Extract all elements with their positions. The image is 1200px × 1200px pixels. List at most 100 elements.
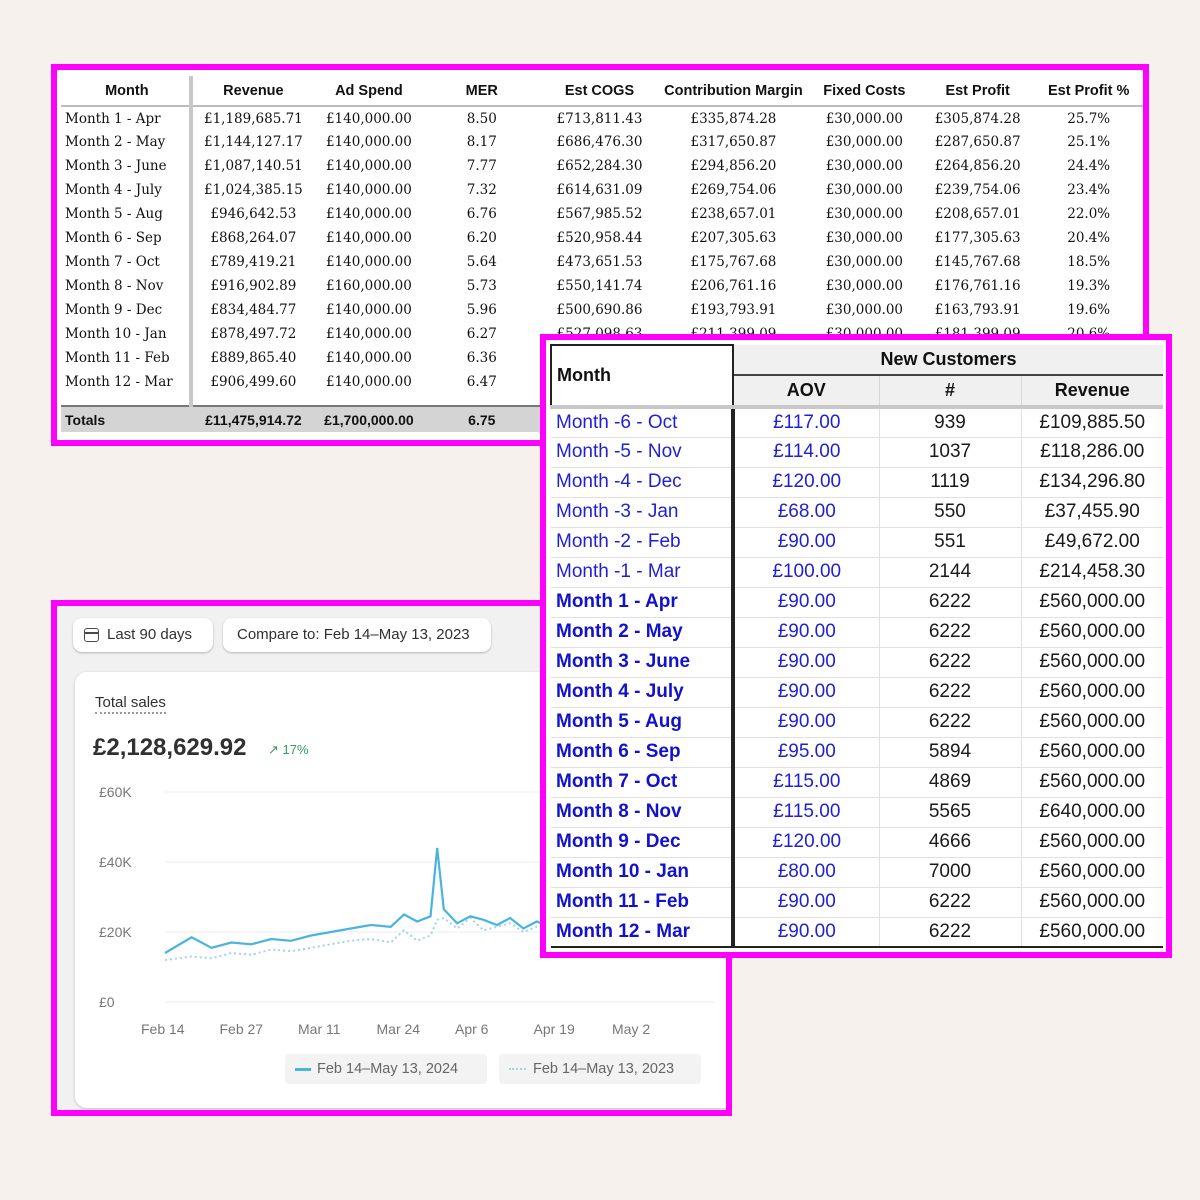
month-cell[interactable]: Month 9 - Dec: [551, 827, 735, 858]
revenue-cell[interactable]: £560,000.00: [1021, 647, 1163, 678]
aov-cell[interactable]: £114.00: [733, 437, 880, 468]
est-cogs-cell[interactable]: £550,141.74: [556, 278, 643, 294]
mer-cell[interactable]: 6.36: [466, 350, 497, 366]
mer-cell[interactable]: 8.17: [466, 134, 497, 150]
aov-cell[interactable]: £115.00: [733, 767, 880, 798]
ad-spend-cell[interactable]: £140,000.00: [325, 302, 412, 318]
mer-cell[interactable]: 6.76: [466, 206, 497, 222]
month-cell[interactable]: Month 5 - Aug: [61, 202, 193, 226]
revenue-cell[interactable]: £560,000.00: [1021, 857, 1163, 888]
est-cogs-cell[interactable]: £652,284.30: [556, 158, 643, 174]
ad-spend-cell[interactable]: £140,000.00: [325, 326, 412, 342]
revenue-cell[interactable]: £214,458.30: [1021, 557, 1163, 588]
mer-cell[interactable]: 7.32: [466, 182, 497, 198]
month-cell[interactable]: Month 1 - Apr: [551, 587, 735, 618]
aov-cell[interactable]: £90.00: [733, 647, 880, 678]
month-cell[interactable]: Month -4 - Dec: [551, 467, 735, 498]
revenue-cell[interactable]: £889,865.40: [210, 350, 297, 366]
ad-spend-cell[interactable]: £140,000.00: [325, 230, 412, 246]
revenue-cell[interactable]: £916,902.89: [210, 278, 297, 294]
month-cell[interactable]: Month 3 - June: [551, 647, 735, 678]
ad-spend-cell[interactable]: £140,000.00: [325, 134, 412, 150]
aov-cell[interactable]: £90.00: [733, 587, 880, 618]
month-cell[interactable]: Totals: [61, 405, 193, 432]
month-cell[interactable]: Month 11 - Feb: [551, 887, 735, 918]
month-cell[interactable]: Month 7 - Oct: [61, 250, 193, 274]
mer-cell[interactable]: 6.47: [466, 374, 497, 390]
mer-cell[interactable]: 6.27: [466, 326, 497, 342]
est-profit-pct-cell[interactable]: 18.5%: [1067, 254, 1111, 270]
est-profit-cell[interactable]: £163,793.91: [934, 302, 1021, 318]
count-cell[interactable]: 1119: [879, 467, 1022, 498]
contribution-margin-cell[interactable]: £269,754.06: [690, 182, 777, 198]
est-profit-pct-cell[interactable]: 19.3%: [1067, 278, 1111, 294]
month-cell[interactable]: Month 2 - May: [551, 617, 735, 648]
aov-cell[interactable]: £120.00: [733, 827, 880, 858]
est-profit-cell[interactable]: £239,754.06: [934, 182, 1021, 198]
est-cogs-cell[interactable]: £614,631.09: [556, 182, 643, 198]
count-cell[interactable]: 4869: [879, 767, 1022, 798]
month-cell[interactable]: Month 8 - Nov: [61, 274, 193, 298]
aov-cell[interactable]: £90.00: [733, 527, 880, 558]
contribution-margin-cell[interactable]: £193,793.91: [690, 302, 777, 318]
revenue-cell[interactable]: £560,000.00: [1021, 917, 1163, 948]
contribution-margin-cell[interactable]: £294,856.20: [690, 158, 777, 174]
ad-spend-cell[interactable]: £140,000.00: [325, 374, 412, 390]
month-cell[interactable]: Month -1 - Mar: [551, 557, 735, 588]
mer-cell[interactable]: 6.20: [466, 230, 497, 246]
revenue-cell[interactable]: £906,499.60: [210, 374, 297, 390]
revenue-cell[interactable]: £560,000.00: [1021, 827, 1163, 858]
legend-item-previous[interactable]: Feb 14–May 13, 2023: [499, 1054, 701, 1084]
revenue-cell[interactable]: £1,087,140.51: [204, 158, 303, 174]
month-cell[interactable]: Month 6 - Sep: [551, 737, 735, 768]
revenue-cell[interactable]: £560,000.00: [1021, 617, 1163, 648]
ad-spend-cell[interactable]: £140,000.00: [325, 206, 412, 222]
count-cell[interactable]: 4666: [879, 827, 1022, 858]
mer-cell[interactable]: 6.75: [423, 405, 540, 432]
revenue-cell[interactable]: £37,455.90: [1021, 497, 1163, 528]
revenue-cell[interactable]: £118,286.00: [1021, 437, 1163, 468]
aov-cell[interactable]: £115.00: [733, 797, 880, 828]
total-sales-label[interactable]: Total sales: [95, 694, 166, 714]
revenue-cell[interactable]: £560,000.00: [1021, 887, 1163, 918]
count-cell[interactable]: 6222: [879, 887, 1022, 918]
est-cogs-cell[interactable]: £500,690.86: [556, 302, 643, 318]
count-cell[interactable]: 551: [879, 527, 1022, 558]
est-profit-pct-cell[interactable]: 22.0%: [1067, 206, 1111, 222]
compare-to-button[interactable]: Compare to: Feb 14–May 13, 2023: [223, 618, 491, 652]
month-cell[interactable]: Month 4 - July: [551, 677, 735, 708]
aov-cell[interactable]: £120.00: [733, 467, 880, 498]
est-profit-pct-cell[interactable]: 25.1%: [1067, 134, 1111, 150]
ad-spend-cell[interactable]: £140,000.00: [325, 254, 412, 270]
aov-cell[interactable]: £90.00: [733, 887, 880, 918]
revenue-cell[interactable]: £560,000.00: [1021, 707, 1163, 738]
aov-cell[interactable]: £95.00: [733, 737, 880, 768]
est-cogs-cell[interactable]: £520,958.44: [556, 230, 643, 246]
month-cell[interactable]: Month 1 - Apr: [61, 106, 193, 130]
month-cell[interactable]: Month 7 - Oct: [551, 767, 735, 798]
count-cell[interactable]: 1037: [879, 437, 1022, 468]
est-profit-pct-cell[interactable]: 24.4%: [1067, 158, 1111, 174]
aov-cell[interactable]: £80.00: [733, 857, 880, 888]
aov-cell[interactable]: £90.00: [733, 617, 880, 648]
revenue-cell[interactable]: £868,264.07: [210, 230, 297, 246]
ad-spend-cell[interactable]: £140,000.00: [325, 158, 412, 174]
aov-cell[interactable]: £68.00: [733, 497, 880, 528]
date-range-button[interactable]: Last 90 days: [73, 618, 213, 652]
revenue-cell[interactable]: £640,000.00: [1021, 797, 1163, 828]
month-cell[interactable]: Month 4 - July: [61, 178, 193, 202]
contribution-margin-cell[interactable]: £317,650.87: [690, 134, 777, 150]
mer-cell[interactable]: 8.50: [466, 110, 497, 127]
est-profit-cell[interactable]: £305,874.28: [934, 110, 1021, 127]
est-cogs-cell[interactable]: £567,985.52: [556, 206, 643, 222]
count-cell[interactable]: 5565: [879, 797, 1022, 828]
month-cell[interactable]: Month -6 - Oct: [551, 407, 735, 438]
count-cell[interactable]: 6222: [879, 917, 1022, 948]
fixed-costs-cell[interactable]: £30,000.00: [825, 230, 904, 246]
month-cell[interactable]: Month 10 - Jan: [61, 322, 193, 346]
revenue-cell[interactable]: £109,885.50: [1021, 407, 1163, 438]
aov-cell[interactable]: £90.00: [733, 917, 880, 948]
contribution-margin-cell[interactable]: £175,767.68: [690, 254, 777, 270]
fixed-costs-cell[interactable]: £30,000.00: [825, 278, 904, 294]
month-cell[interactable]: Month -2 - Feb: [551, 527, 735, 558]
